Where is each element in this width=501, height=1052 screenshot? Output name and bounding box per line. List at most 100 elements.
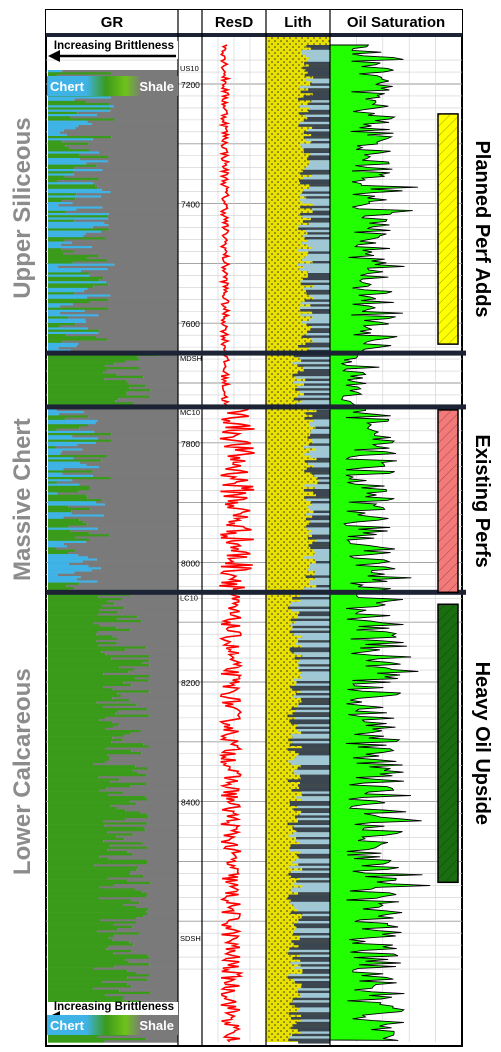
gr-shale-band	[108, 307, 178, 311]
lith-band	[293, 832, 330, 835]
lith-band	[291, 789, 330, 792]
gr-shale-band	[136, 802, 178, 806]
gr-fill-band	[48, 844, 111, 847]
gr-shale-band	[78, 342, 178, 346]
gr-fill-band	[48, 807, 118, 810]
gr-fill-band	[48, 628, 131, 632]
lith-band	[297, 805, 330, 809]
gr-fill-band	[48, 413, 59, 416]
lith-band	[314, 573, 330, 576]
lith-band	[290, 721, 330, 725]
gr-shale-band	[63, 468, 178, 471]
gr-shale-band	[102, 206, 178, 209]
lith-band	[294, 717, 330, 720]
gr-fill-band	[48, 939, 113, 942]
lith-band	[308, 443, 330, 446]
gr-fill-band	[48, 1035, 98, 1039]
gr-fill-band	[48, 239, 65, 242]
gr-shale-band	[87, 523, 178, 526]
lith-band	[309, 162, 330, 166]
lith-band	[290, 961, 330, 965]
gr-shale-band	[150, 675, 178, 678]
gr-fill-band	[48, 903, 124, 907]
lith-band	[302, 654, 330, 658]
gr-shale-band	[74, 571, 178, 575]
gr-shale-band	[141, 620, 178, 623]
gr-shale-band	[121, 598, 178, 601]
gr-shale-band	[137, 615, 178, 619]
gr-fill-band	[48, 732, 131, 735]
lith-band	[287, 779, 330, 782]
lith-band	[295, 376, 330, 379]
lith-band	[293, 933, 330, 936]
gr-fill-band	[48, 694, 122, 698]
gr-fill-band	[48, 125, 79, 128]
gr-fill-band	[48, 954, 148, 957]
lith-band	[299, 390, 330, 394]
lith-band	[312, 126, 330, 130]
lith-band	[304, 138, 330, 142]
gr-fill-band	[48, 633, 97, 636]
gr-fill-band	[48, 741, 112, 744]
lith-band	[310, 217, 330, 221]
gr-shale-band	[56, 428, 179, 432]
formation-top-label: US10	[180, 64, 199, 73]
gr-shale-band	[113, 884, 178, 887]
gr-fill-band	[48, 356, 138, 359]
lith-band	[296, 755, 330, 758]
gr-fill-band	[48, 380, 127, 383]
gr-fill-band	[48, 285, 94, 289]
lith-band	[289, 647, 330, 650]
lith-band	[305, 517, 330, 521]
lith-band	[291, 1017, 330, 1020]
gr-fill-band	[48, 604, 102, 608]
gr-shale-band	[68, 562, 178, 566]
gr-shale-band	[91, 246, 178, 249]
perf-interval-hatch	[438, 409, 458, 593]
lith-band	[289, 1036, 330, 1039]
gr-fill-band	[48, 712, 116, 715]
lith-band	[298, 227, 330, 230]
gr-fill-band	[48, 248, 62, 251]
gr-shale-band	[108, 224, 178, 227]
lith-band	[295, 858, 330, 862]
gr-fill-band	[48, 747, 106, 751]
gr-shale-band	[86, 100, 178, 104]
gr-shale-band	[148, 815, 178, 819]
lith-band	[302, 66, 330, 70]
gr-fill-band	[48, 437, 99, 440]
gr-shale-band	[103, 514, 178, 517]
lith-band	[300, 995, 330, 998]
gr-fill-band	[48, 402, 134, 405]
lith-band	[309, 421, 330, 425]
lith-band	[294, 1005, 330, 1008]
lith-band	[303, 265, 330, 269]
lith-band	[302, 277, 330, 281]
lith-band	[290, 899, 330, 902]
gr-shale-band	[95, 501, 178, 504]
gr-shale-band	[66, 545, 178, 548]
lith-band	[294, 772, 330, 775]
gr-fill-band	[48, 613, 99, 616]
gr-fill-band	[48, 136, 112, 139]
lith-band	[298, 724, 330, 727]
gr-fill-band	[48, 672, 104, 676]
gr-fill-band	[48, 978, 148, 982]
lith-band	[303, 556, 330, 559]
gr-shale-band	[139, 932, 178, 935]
lith-band	[308, 88, 330, 91]
lith-band	[311, 81, 330, 84]
gr-fill-band	[48, 483, 80, 487]
lith-band	[298, 121, 330, 125]
lith-band	[304, 73, 330, 77]
gr-fill-band	[48, 928, 118, 931]
gr-shale-band	[65, 417, 178, 421]
lith-band	[303, 369, 330, 372]
gr-fill-band	[48, 287, 88, 291]
gr-fill-band	[48, 204, 59, 207]
gr-fill-band	[48, 859, 147, 863]
gr-shale-band	[126, 380, 178, 383]
gr-shale-band	[107, 831, 178, 834]
gr-fill-band	[48, 653, 106, 656]
lith-band	[307, 273, 330, 276]
